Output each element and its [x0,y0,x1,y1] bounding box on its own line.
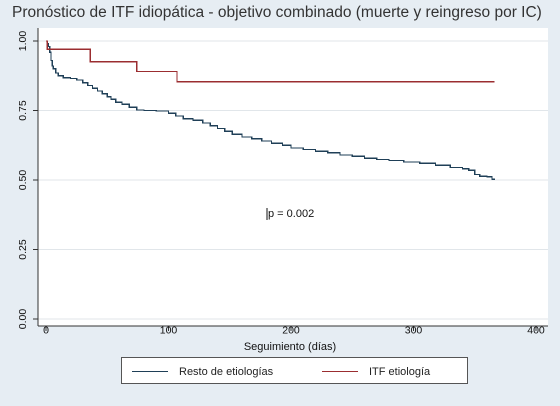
x-tick-label: 200 [282,325,300,337]
plot-area [38,28,548,326]
y-tick-label: 1.00 [17,31,29,52]
x-axis-label: Seguimiento (días) [244,341,336,353]
x-tick-label: 100 [160,325,178,337]
legend-swatch-series-1 [322,371,358,372]
series-line-0 [46,40,495,180]
x-tick-label: 0 [43,325,49,337]
axis-ticks: 0.00 0.25 0.50 0.75 1.00 0 100 200 300 400 [17,31,545,337]
chart-title: Pronóstico de ITF idiopática - objetivo … [12,4,542,21]
x-tick-label: 400 [527,325,545,337]
p-value-annotation: p = 0.002 [268,208,314,220]
y-tick-label: 0.75 [17,100,29,121]
legend-item-series-0: Resto de etiologías [132,358,273,385]
legend-swatch-series-0 [132,371,168,372]
x-tick-label: 300 [405,325,423,337]
legend: Resto de etiologías ITF etiología [121,357,468,384]
series-line-1 [46,40,495,83]
grid-lines [38,40,548,320]
legend-label-series-1: ITF etiología [369,365,431,378]
y-tick-label: 0.00 [17,309,29,330]
series-lines [46,40,495,180]
y-tick-label: 0.50 [17,170,29,191]
y-tick-label: 0.25 [17,239,29,260]
legend-item-series-1: ITF etiología [322,358,430,385]
legend-label-series-0: Resto de etiologías [179,365,274,378]
